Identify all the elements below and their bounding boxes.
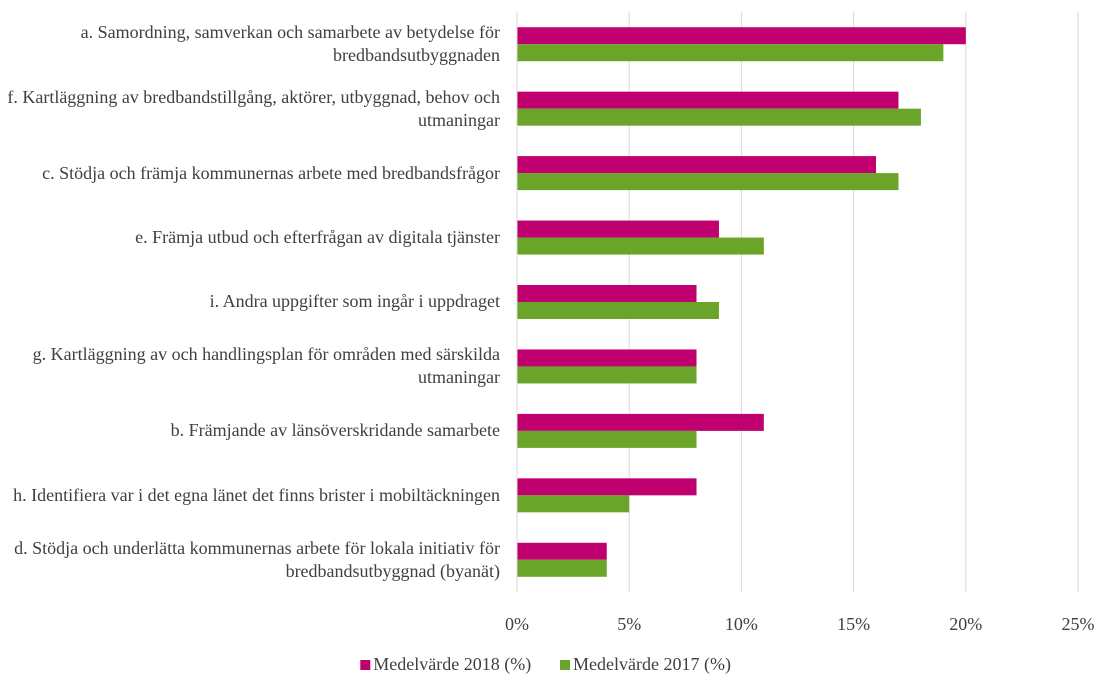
legend-swatch xyxy=(560,660,570,670)
x-tick-label: 15% xyxy=(837,614,870,634)
bar xyxy=(517,108,921,126)
y-tick-label: i. Andra uppgifter som ingår i uppdraget xyxy=(209,291,500,312)
x-tick-label: 5% xyxy=(617,614,641,634)
x-tick-label: 10% xyxy=(725,614,758,634)
x-tick-label: 0% xyxy=(505,614,529,634)
y-tick-label: g. Kartläggning av och handlingsplan för… xyxy=(32,344,500,388)
x-tick-label: 20% xyxy=(949,614,982,634)
bar xyxy=(517,173,899,191)
bar xyxy=(517,156,877,174)
bar xyxy=(517,302,719,319)
bar xyxy=(517,44,944,62)
bar xyxy=(517,91,899,109)
x-tick-label: 25% xyxy=(1062,614,1095,634)
legend-label: Medelvärde 2018 (%) xyxy=(373,654,531,675)
y-tick-label: c. Stödja och främja kommunernas arbete … xyxy=(42,162,500,183)
bar xyxy=(517,220,719,238)
bar xyxy=(517,27,966,45)
y-tick-label: d. Stödja och underlätta kommunernas arb… xyxy=(14,537,500,581)
bar xyxy=(517,285,697,302)
y-tick-label: b. Främjande av länsöverskridande samarb… xyxy=(170,420,500,441)
bar xyxy=(517,349,697,367)
bar xyxy=(517,366,697,384)
bar xyxy=(517,478,697,496)
bar xyxy=(517,559,607,577)
legend-label: Medelvärde 2017 (%) xyxy=(573,654,731,675)
legend-swatch xyxy=(360,660,371,670)
bar xyxy=(517,495,630,513)
bar xyxy=(517,413,764,431)
y-tick-label: e. Främja utbud och efterfrågan av digit… xyxy=(135,227,500,248)
y-tick-label: f. Kartläggning av bredbandstillgång, ak… xyxy=(7,86,500,130)
bar xyxy=(517,237,764,255)
bar xyxy=(517,430,697,448)
y-tick-label: h. Identifiera var i det egna länet det … xyxy=(13,484,500,505)
bar xyxy=(517,542,607,560)
y-tick-label: a. Samordning, samverkan och samarbete a… xyxy=(80,22,500,66)
